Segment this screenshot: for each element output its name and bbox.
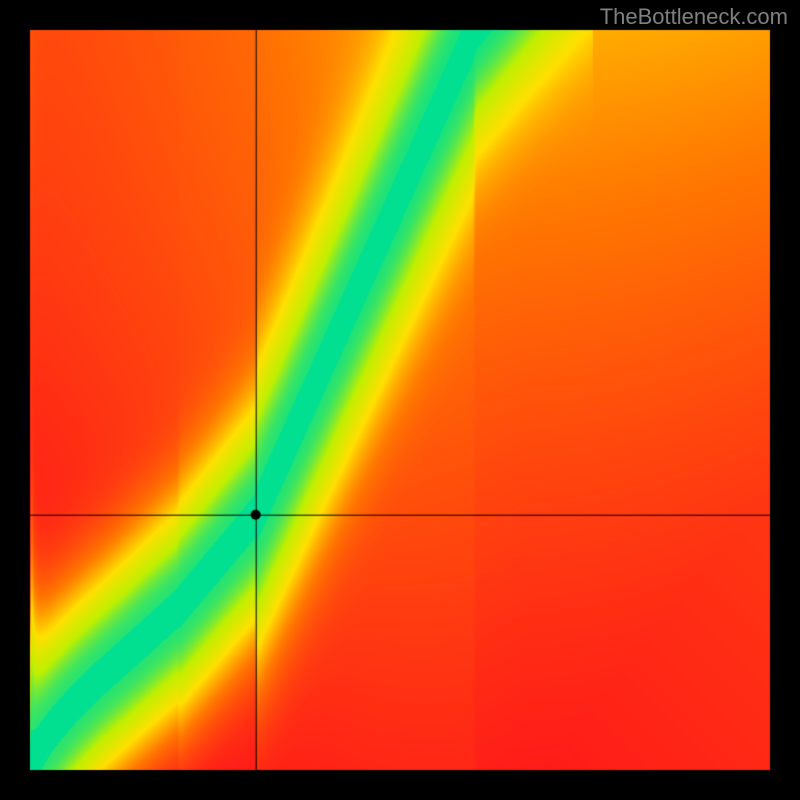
heatmap-canvas <box>0 0 800 800</box>
chart-container: TheBottleneck.com <box>0 0 800 800</box>
watermark-text: TheBottleneck.com <box>600 4 788 30</box>
